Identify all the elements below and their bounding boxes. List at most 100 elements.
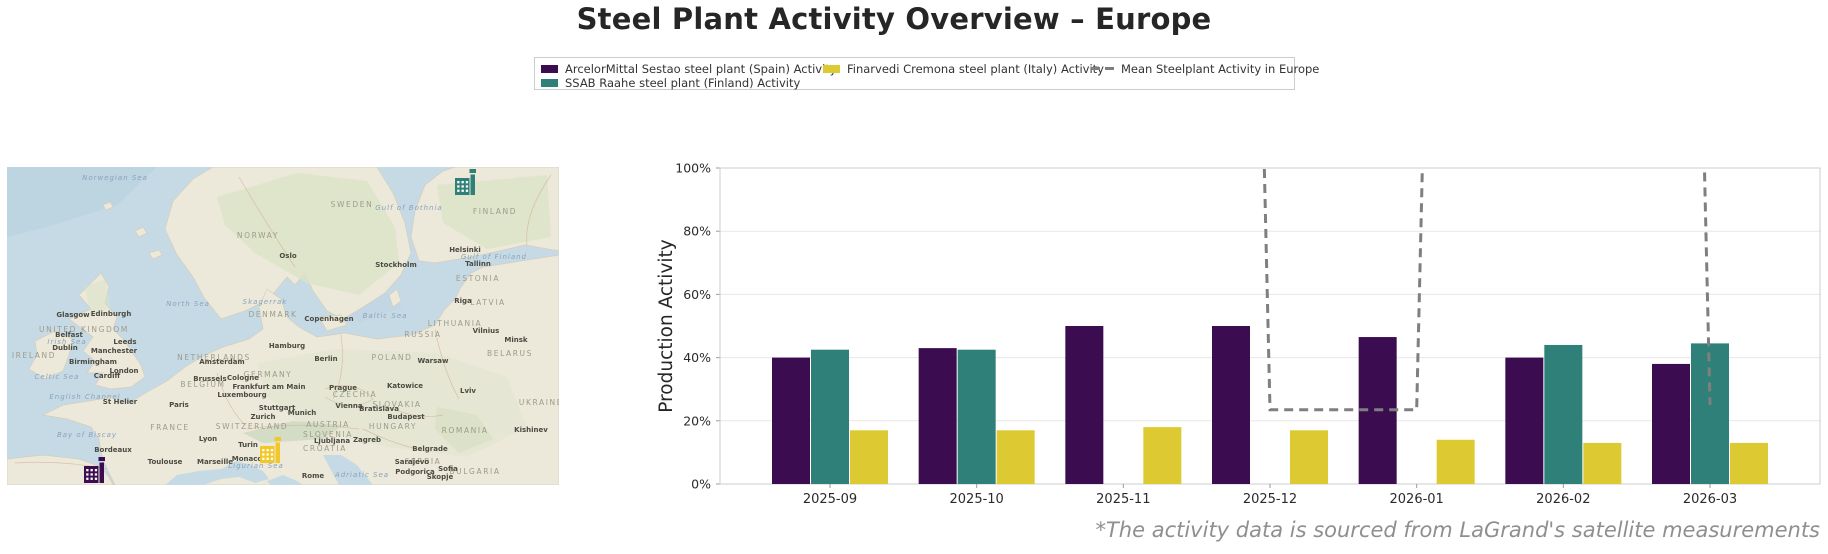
country-label: ROMANIA — [442, 426, 489, 435]
city-label: Copenhagen — [304, 315, 353, 323]
factory-icon-finland — [455, 169, 476, 195]
bar-2026-02-s0 — [1505, 357, 1544, 484]
city-label: Edinburgh — [91, 310, 132, 318]
y-tick-label: 0% — [691, 477, 711, 492]
country-label: SLOVAKIA — [372, 400, 421, 409]
country-label: SERBIA — [405, 457, 442, 466]
x-tick-label: 2025-10 — [950, 492, 1004, 507]
city-label: Dublin — [52, 344, 78, 352]
city-label: Stockholm — [375, 261, 417, 269]
sea-label: Gulf of Bothnia — [375, 204, 442, 212]
city-label: Turin — [238, 441, 258, 449]
country-label: IRELAND — [12, 351, 56, 360]
city-label: Toulouse — [148, 458, 183, 466]
country-label: UNITED KINGDOM — [39, 325, 129, 334]
city-label: Amsterdam — [199, 358, 244, 366]
legend-item: Mean Steelplant Activity in Europe — [1091, 62, 1319, 76]
y-tick-label: 80% — [683, 224, 711, 239]
bar-2026-03-s2 — [1730, 442, 1768, 484]
city-label: Tallinn — [465, 260, 491, 268]
city-label: Oslo — [279, 252, 297, 260]
country-label: ESTONIA — [456, 274, 500, 283]
city-label: Ljubljana — [314, 437, 350, 445]
bar-2026-03-s1 — [1691, 343, 1729, 484]
legend-color-swatch — [541, 78, 558, 87]
city-label: Leeds — [113, 338, 136, 346]
sea-label: North Sea — [166, 300, 210, 308]
city-label: Vienna — [335, 402, 362, 410]
legend-color-swatch — [541, 64, 558, 73]
factory-icon-italy — [260, 437, 281, 463]
x-tick-label: 2025-11 — [1096, 492, 1150, 507]
bar-2025-09-s0 — [772, 357, 810, 484]
factory-icon-spain — [84, 457, 105, 483]
city-label: Frankfurt am Main — [233, 383, 306, 391]
country-label: RUSSIA — [404, 330, 441, 339]
map-factory-markers — [84, 169, 476, 483]
page-title: Steel Plant Activity Overview – Europe — [576, 2, 1212, 36]
y-tick-label: 60% — [683, 287, 711, 302]
y-tick-label: 100% — [675, 161, 711, 176]
country-label: HUNGARY — [369, 422, 417, 431]
city-label: Luxembourg — [217, 391, 266, 399]
y-axis-label: Production Activity — [656, 239, 677, 413]
country-label: FINLAND — [473, 207, 517, 216]
sea-label: Ligurian Sea — [228, 462, 284, 470]
city-label: Minsk — [504, 336, 528, 344]
city-label: Belfast — [55, 331, 83, 339]
legend-color-swatch — [823, 64, 840, 73]
bar-2025-10-s0 — [918, 348, 957, 484]
city-label: Skopje — [427, 473, 454, 481]
y-tick-label: 40% — [683, 350, 711, 365]
mean-activity-dashed-line — [1262, 168, 1712, 412]
city-label: Podgorica — [395, 468, 435, 476]
country-label: LATVIA — [470, 298, 506, 307]
legend-label: Finarvedi Cremona steel plant (Italy) Ac… — [847, 61, 1104, 76]
bar-2026-02-s2 — [1583, 442, 1622, 484]
sea-label: Bay of Biscay — [57, 431, 117, 439]
country-label: UKRAINE — [519, 398, 559, 407]
city-label: Glasgow — [56, 311, 90, 319]
city-label: Sarajevo — [395, 458, 430, 466]
city-label: Munich — [288, 409, 316, 417]
country-label: CROATIA — [303, 444, 347, 453]
y-tick-label: 20% — [683, 413, 711, 428]
city-label: Prague — [329, 384, 357, 392]
sea-label: English Channel — [49, 393, 120, 401]
country-label: SWEDEN — [331, 200, 374, 209]
city-label: Cardiff — [94, 372, 121, 380]
bar-2025-11-s2 — [1143, 427, 1182, 484]
city-label: Cologne — [227, 374, 259, 382]
city-label: Monaco — [232, 455, 263, 463]
legend-label: SSAB Raahe steel plant (Finland) Activit… — [565, 75, 801, 90]
bar-2025-09-s2 — [850, 430, 888, 484]
bar-2025-12-s0 — [1212, 326, 1250, 484]
x-tick-label: 2026-03 — [1683, 492, 1737, 507]
legend-item: SSAB Raahe steel plant (Finland) Activit… — [541, 75, 801, 90]
bar-2025-10-s1 — [957, 349, 996, 484]
europe-map-svg: Norwegian Sea North Sea Baltic Sea Gulf of … — [6, 166, 562, 486]
bar-2026-01-s2 — [1436, 439, 1475, 484]
bar-2026-02-s1 — [1544, 344, 1583, 484]
country-label: NORWAY — [237, 231, 279, 240]
city-label: Belgrade — [412, 445, 448, 453]
city-label: Hamburg — [269, 342, 305, 350]
city-label: Berlin — [314, 355, 337, 363]
sea-label: Adriatic Sea — [334, 471, 389, 479]
legend: ArcelorMittal Sestao steel plant (Spain)… — [534, 57, 1319, 90]
city-label: Zurich — [250, 413, 275, 421]
sea-label: Celtic Sea — [35, 373, 80, 381]
legend-item: Finarvedi Cremona steel plant (Italy) Ac… — [823, 61, 1104, 76]
city-label: Vilnius — [473, 327, 500, 335]
city-label: Riga — [454, 297, 472, 305]
sea-label: Gulf of Finland — [461, 253, 527, 261]
x-tick-label: 2026-01 — [1390, 492, 1444, 507]
country-label: CZECHIA — [333, 390, 378, 399]
country-label: AUSTRIA — [306, 420, 350, 429]
x-tick-label: 2025-12 — [1243, 492, 1297, 507]
city-label: London — [109, 367, 138, 375]
city-label: Marseille — [197, 458, 233, 466]
sea-label: Skagerrak — [243, 298, 288, 306]
country-label: LITHUANIA — [428, 319, 483, 328]
